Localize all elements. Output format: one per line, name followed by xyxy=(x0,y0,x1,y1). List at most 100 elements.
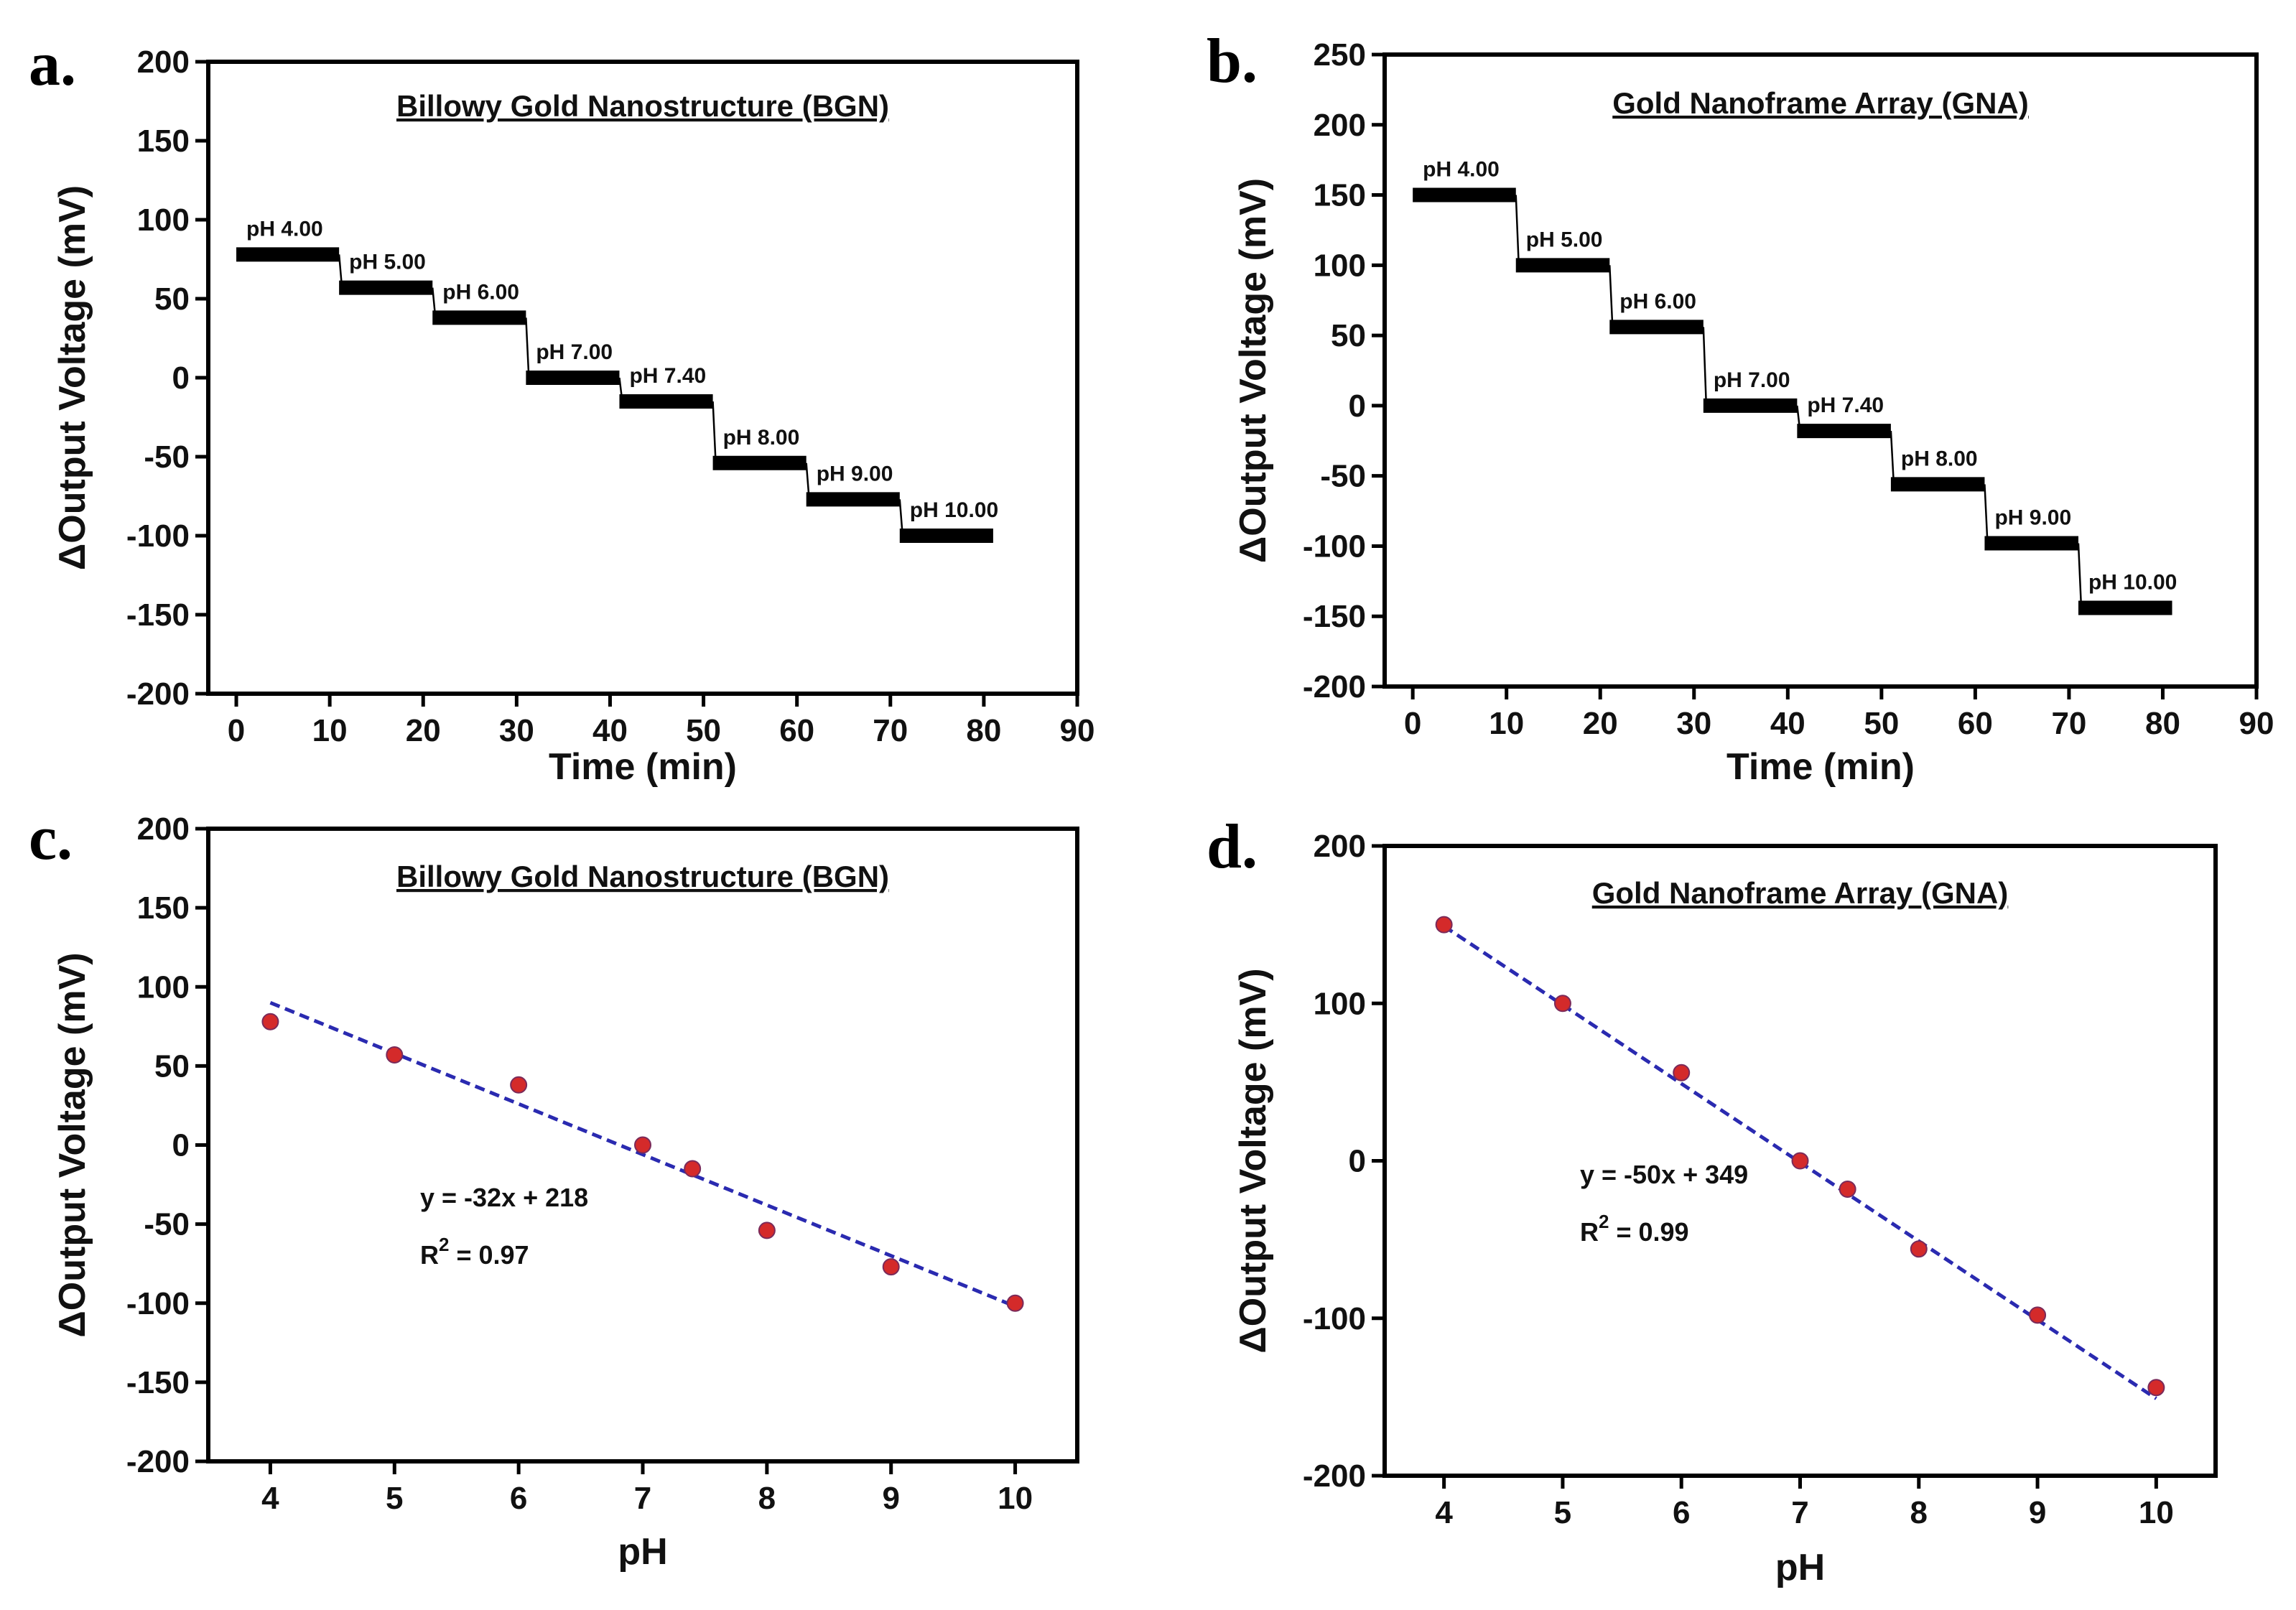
step-label: pH 10.00 xyxy=(910,498,998,522)
r-squared-symbol: R xyxy=(420,1240,439,1270)
data-point xyxy=(1673,1064,1691,1081)
r-squared-symbol: R xyxy=(1580,1217,1599,1247)
step-label: pH 9.00 xyxy=(1994,506,2071,530)
x-tick-label: 20 xyxy=(1583,706,1618,741)
x-tick-label: 10 xyxy=(1489,706,1524,741)
y-tick-label: 200 xyxy=(1314,829,1366,864)
y-tick-label: 200 xyxy=(1314,108,1366,143)
y-tick-label: 0 xyxy=(1349,1144,1366,1179)
y-tick-label: -200 xyxy=(1303,1458,1366,1494)
x-tick-label: 10 xyxy=(312,713,348,748)
y-tick-label: -200 xyxy=(126,1444,190,1479)
plot-frame xyxy=(1382,52,2259,689)
x-tick-label: 80 xyxy=(2145,706,2180,741)
chart-panel-d: d. Gold Nanoframe Array (GNA) 200 100 0 -100 -… xyxy=(1207,812,2218,1588)
y-tick-label: 50 xyxy=(1331,318,1366,353)
step-label: pH 5.00 xyxy=(1526,228,1603,251)
y-tick-label: -200 xyxy=(126,676,190,712)
fit-equation: y = -32x + 218 xyxy=(420,1183,588,1212)
y-tick-label: 100 xyxy=(1314,248,1366,283)
x-tick-label: 80 xyxy=(966,713,1001,748)
x-axis-label: Time (min) xyxy=(549,746,737,788)
x-tick-label: 40 xyxy=(1770,706,1805,741)
step-label: pH 6.00 xyxy=(442,280,519,304)
r-squared-exponent: 2 xyxy=(439,1234,449,1255)
fit-line xyxy=(269,1000,1016,1308)
y-axis-label: ΔOutput Voltage (mV) xyxy=(52,185,93,570)
y-tick-label: 100 xyxy=(137,203,190,238)
y-tick-label: -100 xyxy=(1303,1301,1366,1336)
data-point xyxy=(684,1160,702,1178)
step-label: pH 7.00 xyxy=(1714,368,1790,392)
step-label: pH 7.40 xyxy=(1807,394,1884,417)
step-label: pH 9.00 xyxy=(817,462,893,485)
x-tick-label: 4 xyxy=(1435,1495,1453,1530)
x-tick-label: 7 xyxy=(1791,1495,1808,1530)
data-point xyxy=(386,1046,404,1064)
x-tick-label: 0 xyxy=(228,713,245,748)
step-label: pH 4.00 xyxy=(1423,158,1500,182)
x-tick-label: 20 xyxy=(406,713,441,748)
panel-letter-a: a. xyxy=(29,29,76,99)
x-tick-label: 7 xyxy=(634,1481,651,1516)
x-axis-label: pH xyxy=(618,1531,667,1573)
y-tick-label: 150 xyxy=(137,890,190,926)
x-axis-label: Time (min) xyxy=(1726,746,1915,788)
data-point xyxy=(2029,1306,2047,1324)
y-tick-label: 50 xyxy=(154,281,190,317)
y-tick-label: 200 xyxy=(137,811,190,847)
x-tick-label: 50 xyxy=(1864,706,1899,741)
step-label: pH 8.00 xyxy=(1901,447,1978,470)
y-tick-label: 0 xyxy=(172,360,190,396)
x-tick-label: 40 xyxy=(592,713,628,748)
chart-title: Billowy Gold Nanostructure (BGN) xyxy=(396,860,889,893)
r-squared-exponent: 2 xyxy=(1599,1211,1609,1232)
panel-letter-c: c. xyxy=(29,804,73,873)
data-point xyxy=(510,1076,528,1094)
step-transition xyxy=(1515,195,1520,266)
step-label: pH 4.00 xyxy=(246,217,323,241)
step-transition xyxy=(1890,431,1895,485)
step-transition xyxy=(1609,265,1614,327)
chart-title: Gold Nanoframe Array (GNA) xyxy=(1592,876,2009,910)
x-tick-label: 30 xyxy=(1676,706,1711,741)
chart-panel-a: a.Billowy Gold Nanostructure (BGN)200150… xyxy=(29,29,1094,788)
x-tick-label: 10 xyxy=(2139,1495,2174,1530)
x-tick-label: 4 xyxy=(261,1481,279,1516)
y-tick-label: -50 xyxy=(144,439,190,475)
x-tick-label: 10 xyxy=(998,1481,1033,1516)
data-point xyxy=(2147,1379,2165,1397)
data-point xyxy=(1553,995,1571,1013)
y-tick-label: -100 xyxy=(1303,529,1366,564)
y-tick-label: 150 xyxy=(1314,178,1366,213)
y-tick-label: 0 xyxy=(1349,388,1366,424)
step-transition xyxy=(1984,484,1989,544)
y-tick-label: 100 xyxy=(1314,986,1366,1021)
chart-panel-b: b.Gold Nanoframe Array (GNA)250200150100… xyxy=(1207,27,2274,788)
data-point xyxy=(1910,1240,1928,1258)
step-label: pH 7.40 xyxy=(629,364,706,388)
step-label: pH 7.00 xyxy=(536,340,613,364)
y-tick-label: -100 xyxy=(126,518,190,554)
x-axis-label: pH xyxy=(1775,1547,1825,1588)
step-label: pH 5.00 xyxy=(349,251,426,274)
x-tick-label: 9 xyxy=(2029,1495,2046,1530)
r-squared: R2 = 0.99 xyxy=(1580,1211,1689,1247)
x-tick-label: 30 xyxy=(499,713,534,748)
step-transition xyxy=(2077,543,2083,608)
y-tick-label: -150 xyxy=(126,1365,190,1400)
data-point xyxy=(882,1258,900,1276)
y-tick-label: -50 xyxy=(144,1207,190,1242)
y-tick-label: 100 xyxy=(137,969,190,1005)
y-tick-label: -150 xyxy=(126,597,190,633)
y-axis-label: ΔOutput Voltage (mV) xyxy=(52,952,93,1337)
data-point xyxy=(1791,1152,1809,1170)
x-tick-label: 9 xyxy=(882,1481,899,1516)
y-tick-label: -200 xyxy=(1303,669,1366,704)
step-label: pH 8.00 xyxy=(723,426,800,450)
x-tick-label: 90 xyxy=(1060,713,1095,748)
step-transition xyxy=(712,401,717,463)
x-tick-label: 5 xyxy=(386,1481,403,1516)
data-point xyxy=(1839,1180,1856,1198)
